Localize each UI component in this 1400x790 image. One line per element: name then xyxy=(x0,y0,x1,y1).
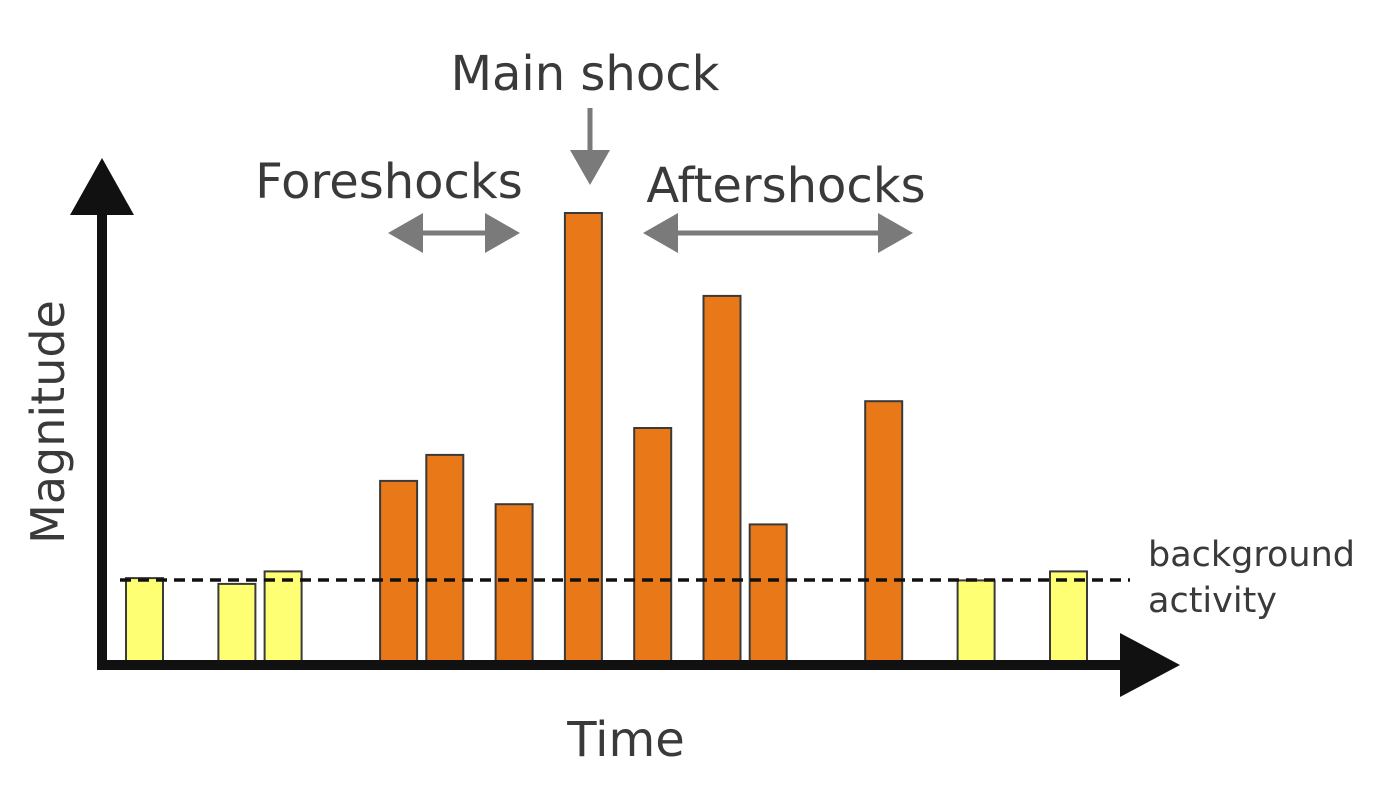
event-bar-background-1 xyxy=(217,582,257,663)
event-bar-aftershock-7 xyxy=(633,427,673,662)
event-bar-background-0 xyxy=(125,577,164,662)
event-bar-foreshock-4 xyxy=(425,453,465,662)
y-axis-label: Magnitude xyxy=(21,300,75,544)
event-bar-aftershock-10 xyxy=(864,400,904,662)
background-activity-label-line2: activity xyxy=(1148,581,1277,621)
event-bar-aftershock-9 xyxy=(748,523,788,663)
x-axis-arrowhead xyxy=(1120,633,1180,697)
event-bar-main-6 xyxy=(563,212,603,662)
bars-group xyxy=(125,212,1088,663)
aftershocks-label: Aftershocks xyxy=(646,158,925,214)
foreshocks-label: Foreshocks xyxy=(255,154,522,210)
background-activity-label-line1: background xyxy=(1148,535,1355,575)
event-bar-background-12 xyxy=(1049,570,1088,663)
main-shock-label: Main shock xyxy=(451,46,720,102)
event-bar-foreshock-5 xyxy=(494,503,534,663)
x-axis-label: Time xyxy=(566,712,684,768)
event-bar-aftershock-8 xyxy=(702,294,742,662)
event-bar-background-11 xyxy=(956,579,996,663)
event-bar-background-2 xyxy=(263,570,303,663)
event-bar-foreshock-3 xyxy=(379,479,419,662)
y-axis-arrowhead xyxy=(70,158,134,215)
